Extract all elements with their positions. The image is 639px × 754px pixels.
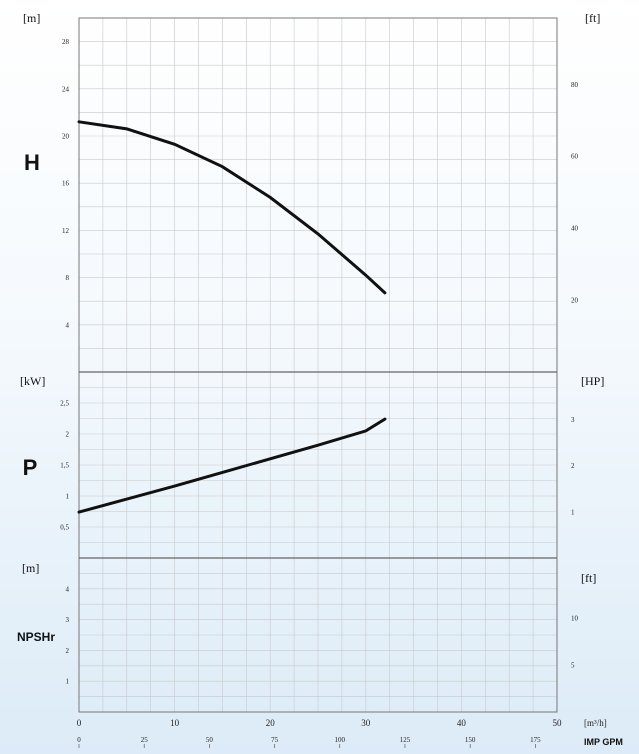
right-unit-label: [ft] — [581, 571, 596, 585]
secondary-x-tick-label: 150 — [465, 736, 476, 744]
x-unit-label: [m³/h] — [584, 718, 607, 728]
y-tick-label: 28 — [62, 38, 70, 46]
x-tick-label: 30 — [361, 718, 371, 728]
x-tick-label: 20 — [266, 718, 276, 728]
y2-tick-label: 40 — [571, 225, 579, 233]
secondary-x-tick-label: 75 — [271, 736, 279, 744]
panel-label: NPSHr — [17, 630, 55, 644]
secondary-x-tick-label: 50 — [206, 736, 214, 744]
curve-layer — [77, 120, 387, 514]
y-tick-label: 2 — [66, 647, 70, 655]
y2-tick-label: 80 — [571, 81, 579, 89]
y2-tick-label: 20 — [571, 297, 579, 305]
y-tick-label: 12 — [62, 227, 70, 235]
y-tick-label: 24 — [62, 85, 70, 93]
secondary-x-tick-label: 25 — [141, 736, 149, 744]
y-tick-label: 1,5 — [60, 462, 69, 470]
y-tick-label: 3 — [66, 616, 70, 624]
left-unit-label: [kW] — [20, 374, 45, 388]
secondary-x-tick-label: 100 — [335, 736, 346, 744]
secondary-x-tick-label: 0 — [77, 736, 81, 744]
grid-layer — [79, 18, 557, 712]
y-tick-label: 2 — [66, 431, 70, 439]
y-tick-label: 0,5 — [60, 524, 69, 532]
frame-layer — [78, 17, 558, 713]
series-line — [77, 120, 387, 295]
x-tick-label: 50 — [553, 718, 563, 728]
right-unit-label: [ft] — [585, 11, 600, 25]
y-tick-label: 4 — [66, 585, 70, 593]
y2-tick-label: 10 — [571, 615, 579, 623]
y-tick-label: 2,5 — [60, 400, 69, 408]
y-tick-label: 1 — [66, 493, 70, 501]
y-tick-label: 1 — [66, 678, 70, 686]
panel-label: P — [23, 455, 38, 480]
x-tick-label: 10 — [170, 718, 180, 728]
y-tick-label: 4 — [66, 321, 70, 329]
y2-tick-label: 1 — [571, 508, 575, 516]
secondary-x-tick-label: 125 — [400, 736, 411, 744]
secondary-x-unit-label: IMP GPM — [584, 737, 623, 747]
series-line — [77, 417, 387, 514]
y2-tick-label: 60 — [571, 153, 579, 161]
plot-frame — [78, 17, 558, 713]
y-tick-label: 20 — [62, 133, 70, 141]
y2-tick-label: 2 — [571, 462, 575, 470]
x-tick-label: 0 — [77, 718, 82, 728]
y2-tick-label: 3 — [571, 416, 575, 424]
left-unit-label: [m] — [23, 11, 40, 25]
left-unit-label: [m] — [22, 561, 39, 575]
panel-label: H — [24, 150, 40, 175]
y2-tick-label: 5 — [571, 662, 575, 670]
y-tick-label: 8 — [66, 274, 70, 282]
right-unit-label: [HP] — [581, 374, 604, 388]
y-tick-label: 16 — [62, 180, 70, 188]
secondary-x-tick-label: 175 — [530, 736, 541, 744]
x-tick-label: 40 — [457, 718, 467, 728]
